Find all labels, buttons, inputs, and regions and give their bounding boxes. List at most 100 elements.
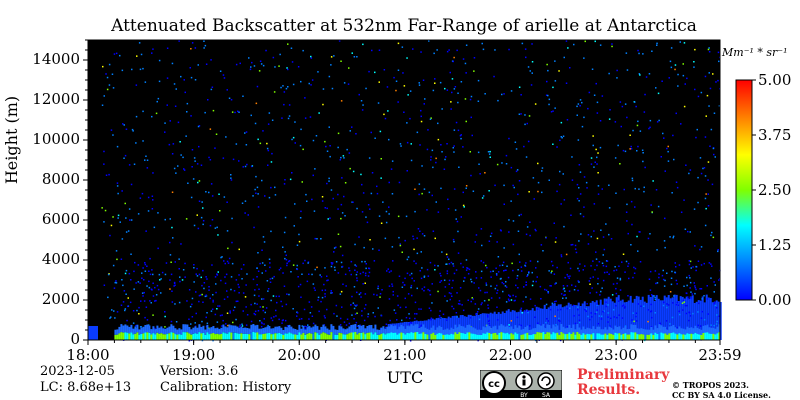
boundary-layer-cell bbox=[174, 334, 177, 341]
boundary-layer-cell bbox=[550, 334, 553, 341]
noise-speckle bbox=[195, 291, 197, 293]
noise-speckle bbox=[328, 75, 331, 78]
boundary-layer-cell bbox=[468, 332, 471, 341]
noise-speckle bbox=[603, 271, 606, 274]
noise-speckle bbox=[131, 68, 133, 71]
noise-speckle bbox=[648, 73, 651, 75]
noise-speckle bbox=[562, 288, 565, 291]
noise-speckle bbox=[296, 268, 299, 271]
noise-speckle bbox=[650, 310, 653, 312]
boundary-layer-cell bbox=[622, 327, 625, 334]
noise-speckle bbox=[554, 283, 556, 285]
noise-speckle bbox=[138, 313, 140, 315]
boundary-layer-cell bbox=[676, 334, 679, 341]
noise-speckle bbox=[467, 299, 469, 301]
noise-speckle bbox=[103, 150, 105, 153]
noise-speckle bbox=[559, 170, 561, 173]
noise-speckle bbox=[529, 325, 531, 327]
noise-speckle bbox=[395, 89, 397, 92]
noise-speckle bbox=[194, 325, 197, 328]
noise-speckle bbox=[553, 300, 556, 303]
noise-speckle bbox=[565, 40, 568, 42]
boundary-layer-cell bbox=[162, 334, 165, 341]
boundary-layer-cell bbox=[270, 334, 273, 340]
noise-speckle bbox=[356, 291, 358, 294]
noise-speckle bbox=[204, 111, 206, 114]
boundary-layer-cell bbox=[686, 326, 689, 334]
noise-speckle bbox=[709, 87, 712, 90]
noise-speckle bbox=[495, 273, 498, 275]
noise-speckle bbox=[612, 309, 615, 311]
noise-speckle bbox=[674, 64, 677, 66]
noise-speckle bbox=[448, 283, 450, 285]
noise-speckle bbox=[314, 289, 316, 291]
noise-speckle bbox=[112, 87, 115, 89]
noise-speckle bbox=[541, 191, 543, 194]
aerosol-layer-cell bbox=[591, 301, 594, 340]
noise-speckle bbox=[368, 157, 371, 159]
noise-speckle bbox=[475, 271, 477, 273]
noise-speckle bbox=[565, 82, 568, 84]
noise-speckle bbox=[430, 156, 432, 158]
noise-speckle bbox=[392, 260, 394, 262]
noise-speckle bbox=[681, 302, 684, 304]
noise-speckle bbox=[135, 325, 137, 327]
boundary-layer-cell bbox=[306, 327, 309, 334]
noise-speckle bbox=[258, 70, 261, 72]
boundary-layer-cell bbox=[704, 325, 707, 333]
boundary-layer-cell bbox=[218, 334, 221, 340]
boundary-layer-cell bbox=[594, 329, 597, 335]
noise-speckle bbox=[627, 262, 630, 265]
boundary-layer-cell bbox=[702, 325, 705, 333]
noise-speckle bbox=[323, 315, 326, 317]
noise-speckle bbox=[596, 264, 598, 267]
noise-speckle bbox=[207, 99, 209, 101]
noise-speckle bbox=[457, 230, 459, 233]
noise-speckle bbox=[605, 260, 608, 262]
noise-speckle bbox=[253, 294, 256, 297]
noise-speckle bbox=[145, 306, 148, 308]
noise-speckle bbox=[587, 234, 590, 236]
noise-speckle bbox=[606, 271, 608, 273]
noise-speckle bbox=[662, 304, 665, 307]
noise-speckle bbox=[537, 181, 540, 184]
boundary-layer-cell bbox=[300, 334, 303, 341]
noise-speckle bbox=[524, 123, 526, 126]
boundary-layer-cell bbox=[136, 324, 139, 333]
noise-speckle bbox=[157, 97, 160, 100]
noise-speckle bbox=[463, 280, 465, 282]
boundary-layer-cell bbox=[590, 328, 593, 335]
boundary-layer-cell bbox=[262, 334, 265, 340]
boundary-layer-cell bbox=[214, 328, 217, 335]
boundary-layer-cell bbox=[320, 326, 323, 334]
noise-speckle bbox=[455, 121, 458, 124]
noise-speckle bbox=[421, 233, 424, 235]
boundary-layer-cell bbox=[662, 333, 665, 341]
noise-speckle bbox=[345, 285, 347, 287]
noise-speckle bbox=[311, 273, 313, 276]
aerosol-layer-cell bbox=[693, 303, 696, 341]
noise-speckle bbox=[456, 49, 458, 52]
noise-speckle bbox=[615, 287, 617, 290]
noise-speckle bbox=[211, 308, 214, 310]
boundary-layer-cell bbox=[334, 329, 337, 335]
boundary-layer-cell bbox=[508, 328, 511, 335]
noise-speckle bbox=[296, 244, 299, 246]
noise-speckle bbox=[346, 318, 349, 320]
noise-speckle bbox=[391, 283, 393, 285]
boundary-layer-cell bbox=[396, 329, 399, 335]
noise-speckle bbox=[692, 312, 694, 315]
version-text: Version: 3.6 bbox=[160, 364, 239, 379]
noise-speckle bbox=[555, 282, 557, 284]
boundary-layer-cell bbox=[404, 334, 407, 341]
noise-speckle bbox=[407, 293, 410, 295]
noise-speckle bbox=[343, 82, 346, 84]
noise-speckle bbox=[397, 101, 399, 103]
noise-speckle bbox=[693, 282, 695, 284]
noise-speckle bbox=[342, 155, 345, 157]
noise-speckle bbox=[215, 291, 217, 294]
noise-speckle bbox=[271, 319, 274, 322]
noise-speckle bbox=[656, 42, 658, 45]
noise-speckle bbox=[356, 56, 358, 58]
